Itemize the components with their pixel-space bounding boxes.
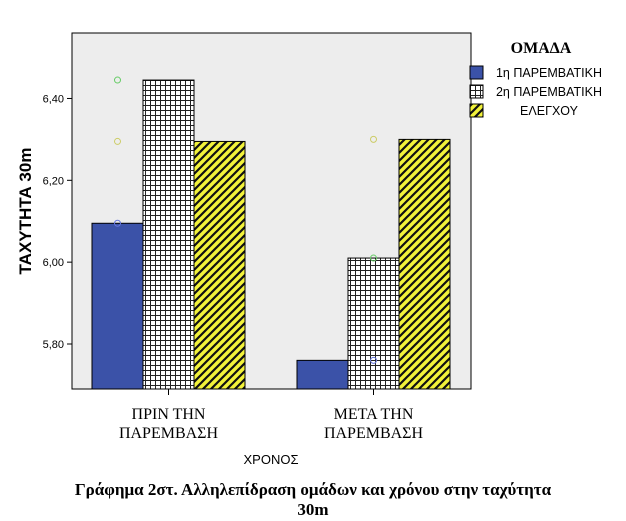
bar	[347, 257, 400, 390]
figure-caption: Γράφημα 2στ. Αλληλεπίδραση ομάδων και χρ…	[0, 480, 626, 520]
x-tick-label: ΠΡΙΝ ΤΗΝ ΠΑΡΕΜΒΑΣΗ	[119, 406, 219, 442]
outlier-points	[114, 76, 377, 364]
bar	[193, 140, 246, 390]
outlier-point	[114, 137, 121, 145]
legend-swatch	[469, 84, 484, 99]
outlier-point	[370, 254, 377, 262]
x-axis-label: ΧΡΟΝΟΣ	[244, 452, 299, 467]
bar-chart: 5,80 6,00 6,20 6,40 ΠΡΙΝ ΤΗΝ ΠΑΡΕΜΒΑΣΗ ΜΕΤΑ Τ…	[16, 32, 602, 467]
y-axis: 5,80 6,00 6,20 6,40	[43, 93, 72, 351]
outlier-point	[114, 219, 121, 227]
y-tick-label: 6,40	[43, 93, 64, 105]
outlier-point	[370, 356, 377, 364]
y-tick-label: 6,20	[43, 175, 64, 187]
x-axis: ΠΡΙΝ ΤΗΝ ΠΑΡΕΜΒΑΣΗ ΜΕΤΑ ΤΗΝ ΠΑΡΕΜΒΑΣΗ	[119, 389, 424, 442]
bars	[91, 79, 451, 390]
legend-title: ΟΜΑΔΑ	[511, 40, 572, 57]
outlier-point	[114, 76, 121, 84]
legend-swatch	[469, 65, 484, 80]
y-tick-label: 6,00	[43, 257, 64, 269]
legend-label: 1η ΠΑΡΕΜΒΑΤΙΚΗ	[496, 66, 602, 80]
y-tick-label: 5,80	[43, 339, 64, 351]
legend-label: 2η ΠΑΡΕΜΒΑΤΙΚΗ	[496, 85, 602, 99]
bar	[142, 79, 195, 390]
bar	[91, 222, 144, 390]
legend: ΟΜΑΔΑ 1η ΠΑΡΕΜΒΑΤΙΚΗ 2η ΠΑΡΕΜΒΑΤΙΚΗ ΕΛΕΓΧΟ…	[469, 40, 602, 118]
y-axis-label: ΤΑΧΥΤΗΤΑ 30m	[16, 148, 35, 275]
caption-line-1: Γράφημα 2στ. Αλληλεπίδραση ομάδων και χρ…	[74, 480, 552, 499]
legend-label: ΕΛΕΓΧΟΥ	[520, 104, 579, 118]
legend-swatch	[469, 103, 484, 118]
outlier-point	[370, 135, 377, 143]
bar	[296, 359, 349, 390]
bar	[398, 138, 451, 390]
x-tick-label: ΜΕΤΑ ΤΗΝ ΠΑΡΕΜΒΑΣΗ	[324, 406, 424, 442]
caption-line-2: 30m	[297, 500, 329, 519]
